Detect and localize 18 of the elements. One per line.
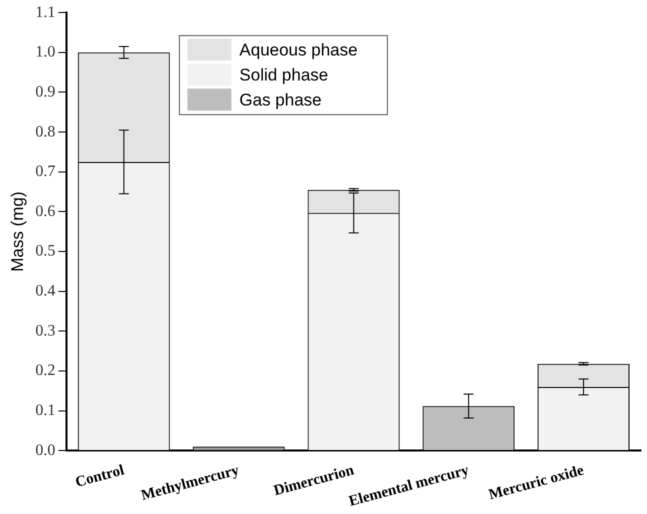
- y-tick-label: 0.1: [35, 402, 56, 420]
- y-tick-label: 1.0: [35, 44, 56, 61]
- x-tick-label: Mercuric oxide: [487, 462, 586, 504]
- y-tick-label: 0.7: [35, 163, 56, 180]
- x-tick-label: Control: [74, 462, 126, 491]
- legend-label: Gas phase: [239, 90, 322, 110]
- y-tick-label: 0.5: [35, 242, 56, 260]
- y-tick-label: 0.9: [35, 83, 56, 100]
- y-axis-title: Mass (mg): [8, 191, 27, 272]
- y-tick-label: 1.1: [35, 4, 56, 21]
- legend-label: Solid phase: [239, 65, 328, 84]
- y-tick-label: 0.6: [35, 202, 56, 220]
- y-tick-label: 0.0: [35, 442, 56, 459]
- legend-label: Aqueous phase: [239, 40, 358, 60]
- y-tick-label: 0.4: [35, 282, 56, 300]
- y-tick-label: 0.8: [35, 123, 56, 140]
- y-tick-label: 0.2: [35, 362, 56, 380]
- y-tick-label: 0.3: [35, 322, 56, 340]
